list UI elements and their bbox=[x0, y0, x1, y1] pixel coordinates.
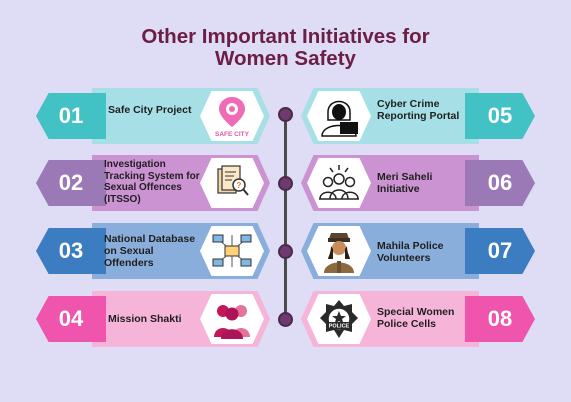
initiative-04-label: Mission Shakti bbox=[108, 313, 182, 325]
initiative-06-number: 06 bbox=[465, 160, 535, 206]
initiative-06-label: Meri Saheli Initiative bbox=[377, 171, 433, 195]
police-woman-icon bbox=[307, 226, 371, 276]
timeline-line bbox=[284, 110, 287, 322]
initiative-05-label: Cyber Crime Reporting Portal bbox=[377, 98, 460, 122]
initiative-01-label: Safe City Project bbox=[108, 104, 192, 116]
initiative-02-number: 02 bbox=[36, 160, 106, 206]
initiative-08-number: 08 bbox=[465, 296, 535, 342]
svg-text:?: ? bbox=[237, 181, 242, 190]
initiative-04-number: 04 bbox=[36, 296, 106, 342]
police-badge-icon: POLICE bbox=[307, 294, 371, 344]
safe-city-logo-text: SAFE CITY bbox=[215, 131, 250, 138]
timeline-dot-2 bbox=[278, 176, 293, 191]
initiative-01-number: 01 bbox=[36, 93, 106, 139]
police-badge-text: POLICE bbox=[329, 324, 350, 330]
safe-city-pin-icon: SAFE CITY bbox=[200, 91, 264, 141]
timeline-dot-1 bbox=[278, 107, 293, 122]
initiative-07-label: Mahila Police Volunteers bbox=[377, 240, 444, 264]
women-group-icon bbox=[200, 294, 264, 344]
initiative-03-number: 03 bbox=[36, 228, 106, 274]
title-line-1: Other Important Initiatives for bbox=[141, 25, 430, 48]
title-line-2: Women Safety bbox=[215, 47, 356, 70]
group-people-icon bbox=[307, 158, 371, 208]
initiative-07-number: 07 bbox=[465, 228, 535, 274]
initiative-03-label: National Database on Sexual Offenders bbox=[104, 233, 196, 269]
initiative-02-label: Investigation Tracking System for Sexual… bbox=[104, 159, 200, 205]
network-database-icon bbox=[200, 226, 264, 276]
initiative-05-number: 05 bbox=[465, 93, 535, 139]
initiative-08-label: Special Women Police Cells bbox=[377, 306, 455, 330]
document-search-icon: ? bbox=[200, 158, 264, 208]
hacker-icon bbox=[307, 91, 371, 141]
timeline-dot-3 bbox=[278, 244, 293, 259]
timeline-dot-4 bbox=[278, 312, 293, 327]
page-title: Other Important Initiatives for Women Sa… bbox=[0, 26, 571, 70]
